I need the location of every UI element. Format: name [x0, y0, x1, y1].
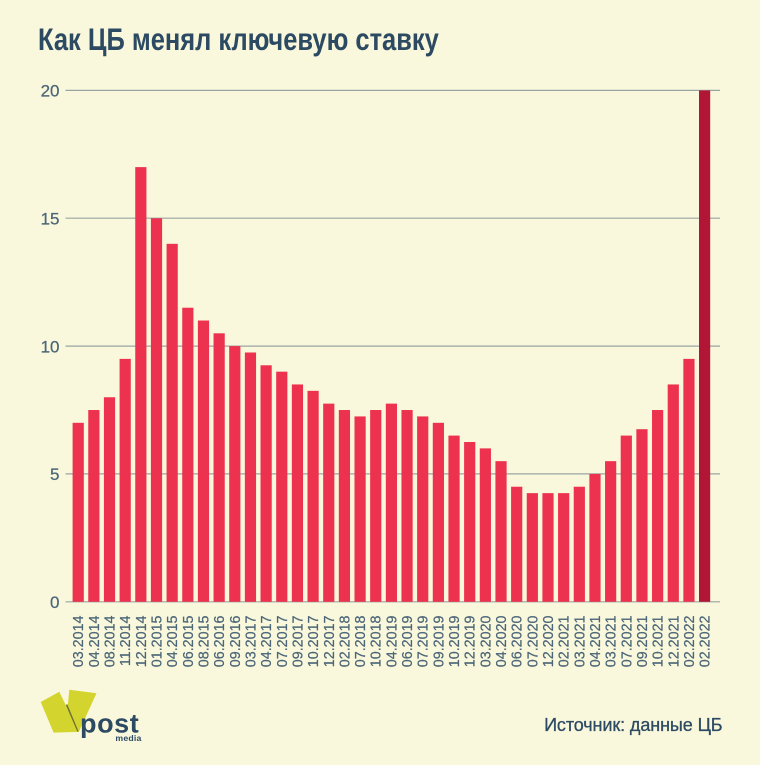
svg-text:10.2019: 10.2019 — [447, 615, 463, 667]
svg-text:09.2017: 09.2017 — [290, 615, 306, 667]
svg-text:03.2014: 03.2014 — [71, 615, 87, 667]
svg-text:02.2022: 02.2022 — [682, 615, 698, 667]
svg-text:12.2020: 12.2020 — [541, 615, 557, 667]
svg-text:02.2021: 02.2021 — [557, 615, 573, 667]
svg-text:03.2021: 03.2021 — [572, 615, 588, 667]
svg-text:04.2014: 04.2014 — [87, 615, 103, 667]
svg-text:08.2015: 08.2015 — [196, 615, 212, 667]
svg-text:15: 15 — [41, 209, 60, 228]
svg-text:12.2019: 12.2019 — [463, 615, 479, 667]
svg-text:03.2020: 03.2020 — [478, 615, 494, 667]
svg-text:02.2018: 02.2018 — [337, 615, 353, 667]
svg-text:0: 0 — [50, 593, 59, 612]
svg-text:03.2021: 03.2021 — [604, 615, 620, 667]
svg-text:06.2020: 06.2020 — [510, 615, 526, 667]
svg-text:06.2015: 06.2015 — [181, 615, 197, 667]
svg-text:06.2019: 06.2019 — [400, 615, 416, 667]
svg-text:07.2017: 07.2017 — [275, 615, 291, 667]
svg-text:09.2021: 09.2021 — [635, 615, 651, 667]
svg-text:01.2015: 01.2015 — [150, 615, 166, 667]
svg-text:04.2015: 04.2015 — [165, 615, 181, 667]
svg-text:06.2016: 06.2016 — [212, 615, 228, 667]
svg-text:10.2021: 10.2021 — [651, 615, 667, 667]
svg-text:10: 10 — [41, 337, 60, 356]
svg-text:07.2021: 07.2021 — [619, 615, 635, 667]
svg-text:04.2019: 04.2019 — [384, 615, 400, 667]
svg-text:12.2021: 12.2021 — [666, 615, 682, 667]
svg-text:07.2018: 07.2018 — [353, 615, 369, 667]
svg-text:04.2017: 04.2017 — [259, 615, 275, 667]
svg-text:5: 5 — [50, 465, 59, 484]
svg-text:02.2022: 02.2022 — [698, 615, 714, 667]
svg-text:11.2014: 11.2014 — [118, 615, 134, 666]
svg-text:08.2014: 08.2014 — [103, 615, 119, 667]
svg-text:09.2019: 09.2019 — [431, 615, 447, 667]
svg-text:12.2014: 12.2014 — [134, 615, 150, 667]
svg-text:12.2017: 12.2017 — [322, 615, 338, 667]
svg-text:03.2017: 03.2017 — [243, 615, 259, 667]
svg-text:20: 20 — [41, 82, 60, 101]
svg-text:10.2017: 10.2017 — [306, 615, 322, 667]
svg-text:09.2016: 09.2016 — [228, 615, 244, 667]
svg-text:04.2020: 04.2020 — [494, 615, 510, 667]
svg-text:07.2019: 07.2019 — [416, 615, 432, 667]
svg-text:post: post — [80, 708, 139, 738]
svg-text:04.2021: 04.2021 — [588, 615, 604, 667]
svg-text:07.2020: 07.2020 — [525, 615, 541, 667]
svg-text:media: media — [115, 733, 141, 743]
svg-text:10.2018: 10.2018 — [369, 615, 385, 667]
